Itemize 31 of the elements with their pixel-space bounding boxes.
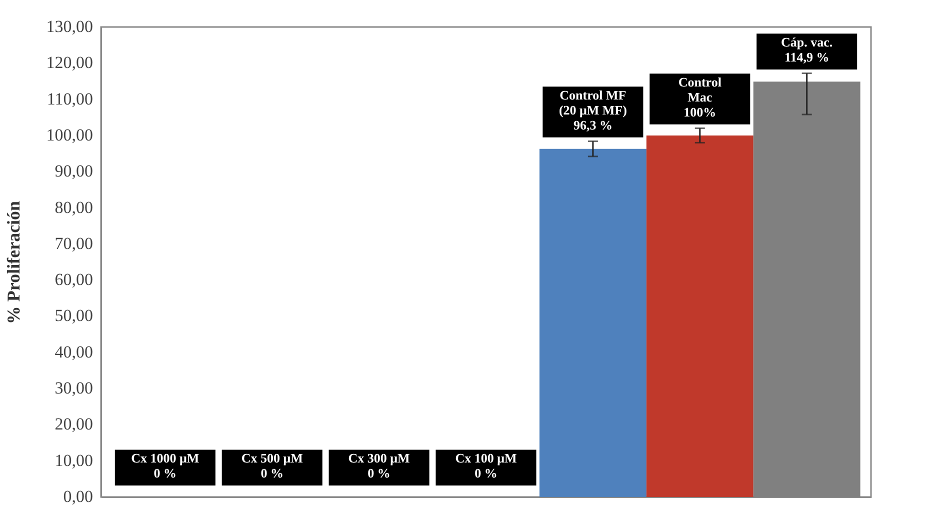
bar bbox=[646, 135, 754, 497]
data-label: 0 % bbox=[368, 466, 390, 481]
data-label: 100% bbox=[684, 104, 716, 120]
x-tick-label: Cáp. vac. bbox=[781, 34, 833, 50]
y-tick-label: 0,00 bbox=[63, 487, 93, 506]
x-tick-label: Cx 300 μM bbox=[348, 450, 410, 466]
x-tick-label: Cx 1000 μM bbox=[131, 450, 200, 466]
x-tick-label: Control Mac bbox=[678, 74, 722, 105]
y-tick-label: 100,00 bbox=[46, 125, 93, 144]
y-tick-label: 90,00 bbox=[54, 162, 93, 181]
data-label: 0 % bbox=[474, 466, 498, 481]
y-tick-label: 80,00 bbox=[54, 198, 93, 217]
y-tick-label: 40,00 bbox=[54, 342, 93, 362]
x-tick-label: Cx 100 μM bbox=[455, 450, 517, 466]
y-tick-label: 70,00 bbox=[54, 234, 93, 253]
data-label: 0 % bbox=[260, 466, 284, 481]
y-tick-label: 130,00 bbox=[46, 17, 93, 36]
bar bbox=[539, 148, 646, 497]
data-label: 114,9 % bbox=[784, 50, 830, 65]
y-tick-label: 20,00 bbox=[54, 414, 93, 434]
y-tick-label: 50,00 bbox=[54, 306, 93, 326]
x-tick-label: Control MF (20 μM MF) bbox=[558, 88, 627, 118]
y-tick-label: 120,00 bbox=[46, 53, 93, 72]
y-axis-title: % Proliferación bbox=[4, 200, 24, 324]
y-tick-label: 30,00 bbox=[54, 378, 93, 398]
y-tick-label: 10,00 bbox=[54, 450, 93, 470]
y-tick-label: 110,00 bbox=[46, 89, 93, 108]
data-label: 96,3 % bbox=[573, 118, 612, 133]
data-label: 0 % bbox=[154, 466, 177, 481]
y-tick-label: 60,00 bbox=[54, 270, 93, 290]
x-tick-label: Cx 500 μM bbox=[241, 450, 303, 466]
